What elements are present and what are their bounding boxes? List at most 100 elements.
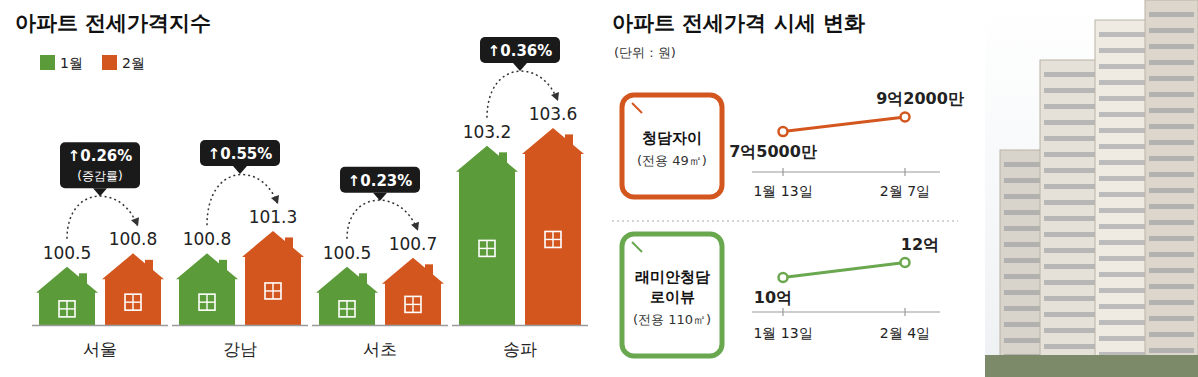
building-window-row — [1099, 96, 1146, 101]
house-window — [125, 294, 141, 310]
name-label: 래미안청담 — [635, 268, 710, 286]
callout-box — [340, 167, 420, 193]
building-window-row — [1004, 338, 1041, 343]
building-window-row — [1044, 296, 1096, 301]
change-note: (증감률) — [77, 169, 122, 183]
x-axis — [752, 171, 940, 172]
building-block — [1145, 0, 1198, 377]
house-window — [545, 231, 561, 247]
building-window-row — [1099, 160, 1146, 165]
change-label: ↑0.23% — [348, 172, 413, 190]
house-bar — [382, 258, 444, 325]
house-window — [339, 301, 355, 317]
house-bar — [242, 231, 304, 325]
callout-box — [60, 142, 140, 188]
x-tick-label: 1월 13일 — [753, 183, 812, 199]
callout-arrowhead — [551, 92, 559, 101]
house-window — [265, 290, 281, 291]
callout-pointer — [513, 63, 527, 71]
building-window-row — [1044, 312, 1096, 317]
building-window-row — [1149, 204, 1194, 209]
line-marks — [779, 113, 910, 137]
change-label: ↑0.36% — [488, 42, 553, 60]
category-label: 서울 — [83, 339, 117, 359]
building-block — [1000, 150, 1045, 377]
price-marker — [779, 127, 788, 136]
building-window-row — [1004, 306, 1041, 311]
building-window-row — [1044, 200, 1096, 205]
title: 아파트 전세가격 시세 변화 — [612, 11, 865, 35]
change-callout: ↑0.36% — [480, 37, 560, 118]
building-window-row — [1149, 28, 1194, 33]
building-window-row — [1044, 184, 1096, 189]
callout-arrowhead — [131, 217, 139, 226]
building-window-row — [1099, 336, 1146, 341]
building-window-row — [1004, 274, 1041, 279]
building-window-row — [1044, 216, 1096, 221]
change-callout: ↑0.55% — [200, 140, 280, 225]
box-decor — [632, 242, 642, 252]
building-window-row — [1099, 128, 1146, 133]
trees — [985, 355, 1198, 377]
data-label: 100.8 — [183, 229, 232, 249]
legend-swatch — [40, 55, 55, 70]
callout-arrowhead — [411, 222, 419, 231]
building-window-row — [1044, 264, 1096, 269]
building-window-row — [1004, 210, 1041, 215]
building-window-row — [1044, 72, 1096, 77]
building-window-row — [1149, 300, 1194, 305]
house-window — [545, 239, 561, 240]
house-bar — [36, 267, 98, 325]
building-window-row — [1099, 144, 1146, 149]
price-change: 아파트 전세가격 시세 변화(단위 : 원)청담자이(전용 49㎡)1월 13일… — [612, 11, 964, 356]
name-sublabel: (전용 49㎡) — [637, 153, 707, 168]
building-window-row — [1004, 162, 1041, 167]
bar-chart: 아파트 전세가격지수1월2월100.5100.8서울↑0.26%(증감률)100… — [15, 11, 588, 359]
callout-pointer — [373, 193, 387, 201]
data-label: 100.5 — [323, 243, 372, 263]
house-window — [479, 240, 495, 256]
price-marker — [901, 258, 910, 267]
house-window — [59, 308, 75, 309]
building-window-row — [1044, 168, 1096, 173]
house-bar — [522, 128, 584, 325]
bar-marks — [36, 128, 584, 325]
building-window-row — [1149, 108, 1194, 113]
building-window-row — [1149, 188, 1194, 193]
building-window-row — [1149, 220, 1194, 225]
title: 아파트 전세가격지수 — [15, 11, 211, 35]
building-window-row — [1004, 226, 1041, 231]
building-window-row — [1149, 236, 1194, 241]
building-window-row — [1149, 44, 1194, 49]
building-window-row — [1044, 344, 1096, 349]
callout-arc — [67, 196, 137, 239]
house-window — [199, 294, 215, 310]
callout-arc — [207, 175, 277, 226]
data-label: 10억 — [754, 288, 792, 307]
building-window-row — [1004, 258, 1041, 263]
building-window-row — [1004, 290, 1041, 295]
building-window-row — [1149, 316, 1194, 321]
building-window-row — [1099, 240, 1146, 245]
building-window-row — [1044, 232, 1096, 237]
building-window-row — [1099, 224, 1146, 229]
line-chart: 래미안청담로이뷰(전용 110㎡)1월 13일2월 4일10억12억 — [622, 234, 940, 356]
callout-pointer — [93, 188, 107, 196]
price-line — [783, 117, 905, 132]
building-block — [1040, 60, 1100, 377]
x-tick-label: 2월 4일 — [880, 325, 930, 341]
building-window-row — [1044, 152, 1096, 157]
baseline — [172, 325, 308, 327]
house-bar — [456, 146, 518, 325]
x-tick — [782, 308, 783, 316]
data-label: 103.6 — [529, 104, 578, 124]
name-sublabel: (전용 110㎡) — [633, 312, 711, 327]
x-tick — [782, 168, 783, 176]
building-window-row — [1149, 76, 1194, 81]
building-window-row — [1099, 32, 1146, 37]
house-window — [199, 301, 215, 302]
house-bar — [316, 267, 378, 325]
building-window-row — [1044, 328, 1096, 333]
name-box — [622, 234, 722, 356]
x-tick-label: 2월 7일 — [880, 183, 930, 199]
